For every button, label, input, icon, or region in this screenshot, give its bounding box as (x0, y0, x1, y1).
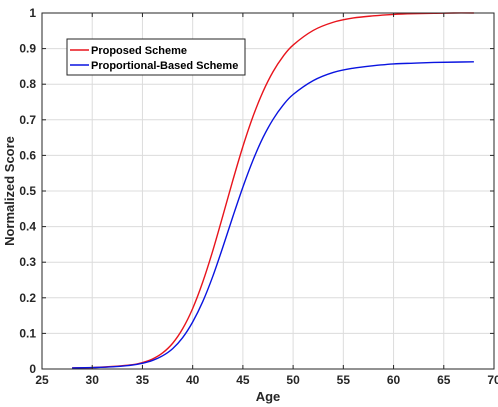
legend: Proposed Scheme Proportional-Based Scheme (66, 38, 246, 76)
series-line-proportional-based-scheme (72, 61, 474, 369)
x-tick-label: 35 (136, 373, 150, 387)
y-tick-label: 1 (29, 6, 36, 20)
x-tick-label: 65 (437, 373, 451, 387)
x-tick-label: 50 (286, 373, 300, 387)
y-tick-label: 0.2 (19, 291, 36, 305)
y-tick-label: 0.6 (19, 148, 36, 162)
y-tick-label: 0.7 (19, 113, 36, 127)
x-axis-label: Age (256, 389, 281, 404)
x-tick-label: 45 (236, 373, 250, 387)
x-tick-label: 60 (387, 373, 401, 387)
series-lines (72, 12, 474, 369)
y-tick-label: 0.4 (19, 220, 36, 234)
y-tick-label: 0.8 (19, 77, 36, 91)
legend-label-proposed-scheme: Proposed Scheme (91, 45, 187, 57)
legend-label-proportional-based-scheme: Proportional-Based Scheme (91, 60, 238, 72)
y-tick-label: 0 (29, 362, 36, 376)
x-tick-label: 55 (337, 373, 351, 387)
x-tick-label: 30 (86, 373, 100, 387)
x-tick-label: 40 (186, 373, 200, 387)
y-tick-label: 0.3 (19, 255, 36, 269)
legend-box (66, 38, 246, 76)
x-tick-label: 25 (35, 373, 49, 387)
y-tick-label: 0.5 (19, 184, 36, 198)
y-axis-label: Normalized Score (2, 136, 17, 246)
x-tick-label: 70 (487, 373, 498, 387)
series-line-proposed-scheme (72, 12, 474, 369)
axis-ticks: 25 30 35 40 45 50 55 60 65 70 0 0.1 0.2 0.3 0.4 0.5 0.6 0… (19, 6, 498, 387)
y-tick-label: 0.1 (19, 326, 36, 340)
y-tick-label: 0.9 (19, 42, 36, 56)
